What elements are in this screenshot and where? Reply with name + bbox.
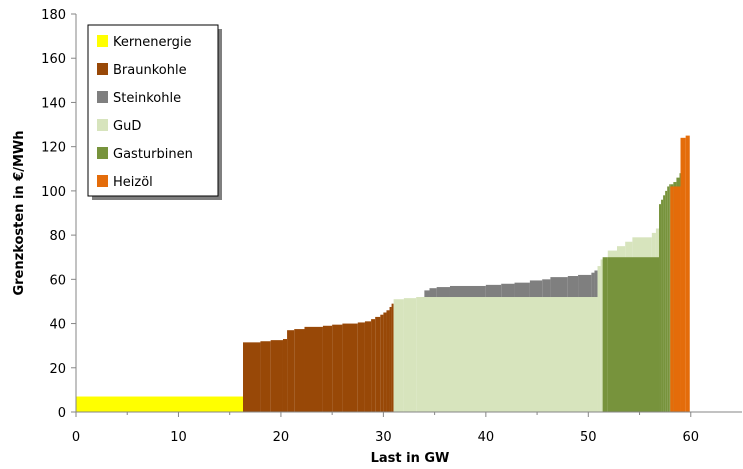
bar-braunkohle-12 (371, 319, 376, 412)
bar-braunkohle-4 (287, 330, 295, 412)
bar-braunkohle-2 (270, 340, 283, 412)
bar-gasturbinen-5 (665, 190, 668, 412)
bar-gasturbinen-7 (669, 184, 671, 412)
bar-heizöl-0 (670, 186, 674, 412)
legend-label-steinkohle: Steinkohle (113, 91, 181, 106)
y-tick-label: 100 (41, 185, 66, 200)
bar-braunkohle-3 (282, 339, 288, 412)
bar-gasturbinen-3 (661, 199, 664, 412)
legend-swatch-kernenergie (97, 35, 108, 47)
legend-label-gasturbinen: Gasturbinen (113, 147, 193, 162)
bar-braunkohle-5 (294, 329, 305, 412)
x-axis-title: Last in GW (371, 451, 450, 466)
bar-gasturbinen-4 (663, 195, 666, 412)
bar-gasturbinen-2 (659, 204, 662, 412)
bar-heizöl-3 (685, 135, 690, 413)
bar-gud-1 (403, 298, 417, 412)
x-tick-label: 0 (72, 430, 80, 445)
legend-label-gud: GuD (113, 119, 141, 134)
bar-gud-0 (393, 299, 404, 412)
legend-swatch-steinkohle (97, 91, 108, 103)
legend-label-heizöl: Heizöl (113, 175, 153, 190)
x-tick-label: 30 (375, 430, 392, 445)
x-tick-label: 60 (682, 430, 699, 445)
bar-braunkohle-15 (383, 312, 387, 412)
bar-braunkohle-1 (260, 341, 271, 412)
legend-swatch-gasturbinen (97, 147, 108, 159)
bar-braunkohle-6 (304, 326, 323, 412)
bar-heizöl-2 (680, 137, 686, 412)
x-tick-label: 20 (273, 430, 290, 445)
y-tick-label: 40 (49, 318, 66, 333)
legend-swatch-braunkohle (97, 63, 108, 75)
bar-braunkohle-17 (389, 306, 392, 412)
bar-braunkohle-10 (357, 322, 365, 412)
bar-gasturbinen-0 (602, 257, 608, 412)
bar-gud-2 (416, 297, 598, 412)
y-tick-label: 140 (41, 96, 66, 111)
y-tick-label: 180 (41, 8, 66, 23)
bar-gasturbinen-6 (667, 186, 670, 412)
bar-braunkohle-18 (391, 303, 394, 412)
bar-braunkohle-13 (375, 316, 381, 412)
bars-layer (76, 135, 690, 413)
bar-braunkohle-8 (332, 324, 343, 412)
y-tick-label: 120 (41, 141, 66, 156)
y-tick-label: 20 (49, 362, 66, 377)
legend-swatch-heizöl (97, 175, 108, 187)
bar-heizöl-1 (673, 186, 681, 412)
bar-braunkohle-0 (243, 342, 261, 412)
x-tick-label: 50 (580, 430, 597, 445)
y-tick-label: 60 (49, 273, 66, 288)
legend-box (87, 24, 219, 197)
bar-gud-3 (597, 266, 601, 412)
legend-label-braunkohle: Braunkohle (113, 63, 187, 78)
bar-braunkohle-14 (380, 314, 384, 412)
bar-braunkohle-11 (364, 321, 372, 412)
y-tick-label: 0 (58, 406, 66, 421)
y-tick-label: 80 (49, 229, 66, 244)
bar-braunkohle-7 (322, 325, 333, 412)
legend-label-kernenergie: Kernenergie (113, 35, 191, 50)
y-axis-title: Grenzkosten in €/MWh (12, 130, 27, 295)
bar-braunkohle-16 (386, 310, 390, 412)
bar-gasturbinen-1 (607, 257, 660, 412)
legend: Kernenergie Braunkohle Steinkohle GuD Gastur… (87, 24, 222, 200)
x-tick-label: 40 (478, 430, 495, 445)
x-tick-label: 10 (170, 430, 187, 445)
bar-braunkohle-9 (342, 323, 358, 412)
legend-swatch-gud (97, 119, 108, 131)
ticks-layer: 0 20 40 60 80 100 120 140 160 180 0 10 20 30 40 50 60 (41, 8, 699, 445)
y-tick-label: 160 (41, 52, 66, 67)
bar-kernenergie-0 (76, 396, 244, 412)
